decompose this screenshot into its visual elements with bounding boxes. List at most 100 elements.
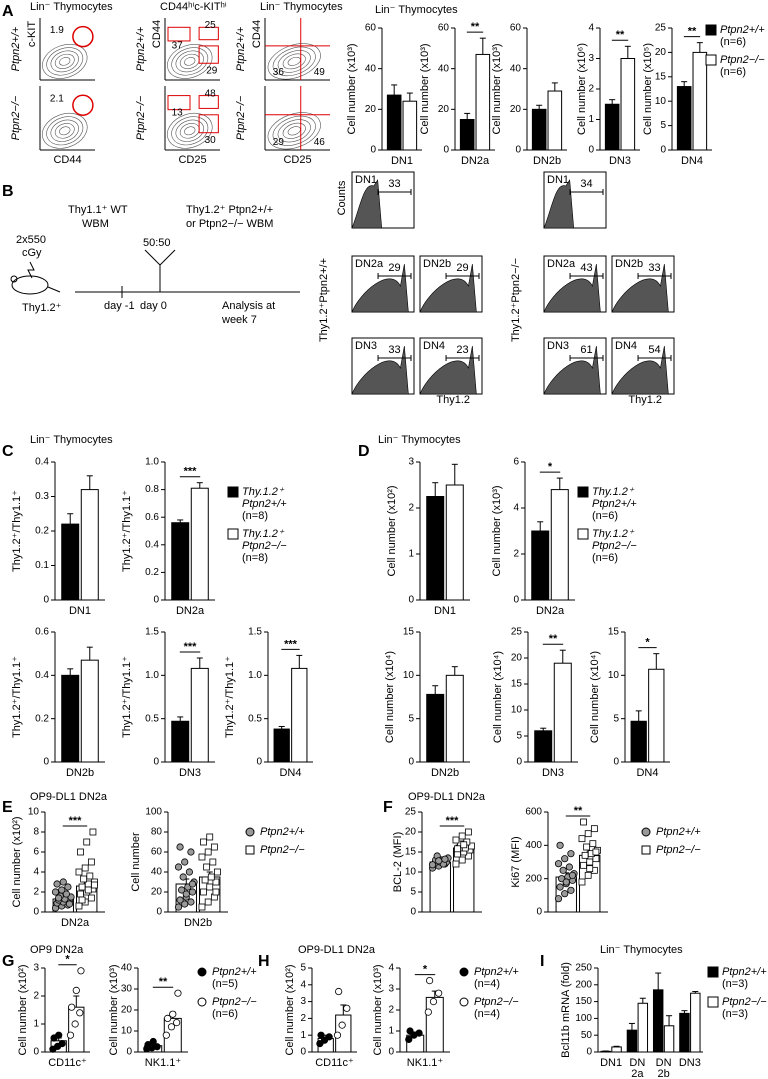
schematic-text: Thy1.2⁺ bbox=[22, 302, 62, 314]
y-tick-label: 1.0 bbox=[145, 670, 159, 681]
data-point bbox=[181, 858, 189, 866]
bar bbox=[534, 730, 553, 763]
data-point bbox=[162, 1031, 170, 1039]
data-point bbox=[581, 851, 589, 859]
histogram bbox=[543, 263, 601, 313]
bar bbox=[620, 58, 636, 151]
schematic-text: or Ptpn2−/− WBM bbox=[186, 218, 273, 230]
y-tick-label: 0 bbox=[613, 757, 619, 768]
data-point bbox=[178, 886, 186, 894]
y-tick-label: 25 bbox=[405, 807, 417, 818]
y-tick-label: 3 bbox=[408, 457, 414, 468]
y-tick-label: 10 bbox=[405, 867, 417, 878]
y-axis-label: Cell number (x10³) bbox=[419, 43, 431, 134]
data-point bbox=[187, 848, 195, 856]
chart-title: Lin⁻ Thymocytes bbox=[600, 944, 683, 956]
schematic-text: 50:50 bbox=[143, 237, 171, 249]
y-tick-label: 0.6 bbox=[35, 627, 49, 638]
y-tick-label: 0.2 bbox=[35, 526, 49, 537]
y-tick-label: 0 bbox=[408, 757, 414, 768]
data-point bbox=[460, 841, 468, 849]
gate bbox=[198, 26, 219, 41]
gate-value: 33 bbox=[648, 262, 660, 274]
legend-symbol bbox=[707, 996, 719, 1008]
x-tick-label: DN3 bbox=[179, 767, 201, 779]
legend-label: Ptpn2−/− bbox=[212, 996, 257, 1008]
data-point bbox=[325, 1033, 333, 1041]
data-point bbox=[91, 881, 98, 889]
histogram bbox=[543, 179, 575, 229]
data-point bbox=[164, 1014, 172, 1023]
y-axis-label: Thy1.2⁺/Thy1.1⁺ bbox=[224, 656, 236, 738]
y-tick-label: 20 bbox=[151, 887, 163, 898]
y-tick-label: 5 bbox=[516, 731, 522, 742]
contour bbox=[267, 112, 321, 150]
data-point bbox=[428, 861, 437, 869]
data-point bbox=[415, 1029, 423, 1037]
data-point bbox=[188, 888, 197, 896]
y-tick-label: 5 bbox=[410, 887, 416, 898]
y-tick-label: 2 bbox=[513, 549, 519, 560]
data-point bbox=[71, 1020, 79, 1028]
y-tick-label: 100 bbox=[575, 1013, 592, 1024]
gate-value: 30 bbox=[205, 135, 217, 146]
data-point bbox=[78, 896, 86, 904]
data-point bbox=[187, 898, 195, 906]
y-tick-label: 10 bbox=[511, 705, 523, 716]
bar bbox=[425, 996, 444, 1053]
y-tick-label: 40 bbox=[510, 63, 522, 74]
histogram bbox=[543, 345, 601, 395]
x-axis-label: CD25 bbox=[283, 154, 311, 166]
signif-label: ** bbox=[471, 21, 480, 33]
data-point bbox=[556, 883, 564, 891]
data-point bbox=[435, 989, 443, 997]
contour bbox=[287, 126, 301, 136]
y-tick-label: 1.0 bbox=[248, 670, 262, 681]
data-point bbox=[55, 894, 63, 902]
contour bbox=[50, 50, 79, 73]
y-axis-label: CD44 bbox=[251, 20, 263, 48]
data-point bbox=[333, 1031, 342, 1039]
y-tick-label: 0 bbox=[370, 145, 376, 156]
data-point bbox=[204, 898, 212, 906]
y-tick-label: 0.6 bbox=[145, 512, 159, 523]
bar bbox=[637, 1002, 649, 1053]
histogram bbox=[419, 263, 477, 313]
contour bbox=[46, 47, 84, 76]
x-tick-label: DN2b bbox=[184, 917, 212, 929]
data-point bbox=[84, 886, 92, 894]
legend-label: Thy.1.2⁺ Ptpn2+/+ bbox=[592, 486, 637, 510]
bar bbox=[550, 489, 569, 601]
data-point bbox=[561, 855, 569, 863]
contour bbox=[167, 44, 213, 79]
legend-symbol bbox=[459, 997, 469, 1007]
y-tick-label: 0.4 bbox=[35, 457, 49, 468]
gate-value: 29 bbox=[273, 137, 285, 148]
schematic-drawing bbox=[10, 249, 300, 298]
y-tick-label: 1.5 bbox=[248, 627, 262, 638]
x-tick-label: DN3 bbox=[679, 1057, 701, 1069]
contour bbox=[46, 116, 84, 146]
y-tick-label: 0.8 bbox=[145, 484, 159, 495]
data-point bbox=[338, 1021, 346, 1029]
data-point bbox=[68, 1003, 76, 1011]
data-point bbox=[188, 880, 197, 888]
schematic-text: cGy bbox=[22, 247, 42, 259]
x-tick-label: DN2b bbox=[431, 767, 459, 779]
y-tick-label: 40 bbox=[151, 867, 163, 878]
gate-value: 48 bbox=[205, 88, 217, 99]
signif-label: ** bbox=[688, 26, 697, 38]
histogram-name: DN1 bbox=[547, 174, 569, 186]
signif-label: ** bbox=[574, 805, 583, 817]
histogram-name: DN1 bbox=[355, 174, 377, 186]
contour bbox=[184, 126, 196, 136]
bar bbox=[426, 693, 445, 763]
gate-value: 25 bbox=[205, 20, 217, 31]
y-tick-label: 0.2 bbox=[145, 567, 159, 578]
y-axis-label: Cell number (x10²) bbox=[284, 964, 296, 1055]
y-axis-label: Bcl11b mRNA (fold) bbox=[560, 962, 572, 1058]
legend-label: Ptpn2−/− bbox=[260, 844, 305, 856]
y-tick-label: 2 bbox=[388, 1005, 394, 1016]
